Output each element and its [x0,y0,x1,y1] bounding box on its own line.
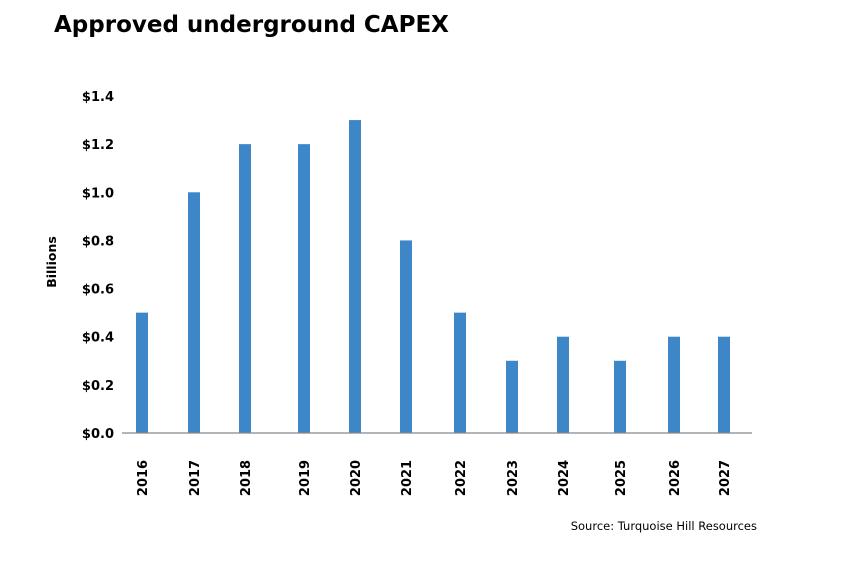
x-tick-label: 2020 [349,460,364,496]
x-tick-label: 2021 [400,460,415,496]
y-tick-label: $1.4 [82,90,114,105]
bar-2019 [298,144,310,433]
x-tick-label: 2016 [136,460,151,496]
x-tick-label: 2027 [718,460,733,496]
x-tick-label: 2025 [614,460,629,496]
x-tick-label: 2017 [188,460,203,496]
x-tick-label: 2023 [506,460,521,496]
x-tick-label: 2018 [239,460,254,496]
y-axis-ticks: $0.0 $0.2 $0.4 $0.6 $0.8 $1.0 $1.2 $1.4 [82,90,114,442]
bar-2017 [188,192,200,433]
bar-2025 [614,360,626,433]
bars [136,120,730,434]
x-tick-label: 2026 [668,460,683,496]
y-tick-label: $0.0 [82,427,114,442]
source-note: Source: Turquoise Hill Resources [570,519,757,533]
x-tick-label: 2022 [454,460,469,496]
y-tick-label: $1.0 [82,186,114,201]
y-tick-label: $1.2 [82,138,114,153]
y-tick-label: $0.8 [82,234,114,249]
bar-2018 [239,144,251,433]
y-tick-label: $0.6 [82,283,114,298]
bar-2023 [506,360,518,433]
x-tick-label: 2019 [298,460,313,496]
chart-title: Approved underground CAPEX [54,12,449,38]
y-tick-label: $0.4 [82,331,114,346]
bar-2020 [349,120,361,434]
bar-2016 [136,312,148,433]
bar-2022 [454,312,466,433]
y-axis-label: Billions [44,236,59,288]
x-axis-ticks: 2016 2017 2018 2019 2020 2021 2022 2023 2024 2025… [136,460,733,496]
y-tick-label: $0.2 [82,379,114,394]
bar-2026 [668,336,680,433]
bar-2024 [557,336,569,433]
bar-2027 [718,336,730,433]
bar-2021 [400,240,412,433]
x-tick-label: 2024 [557,460,572,496]
